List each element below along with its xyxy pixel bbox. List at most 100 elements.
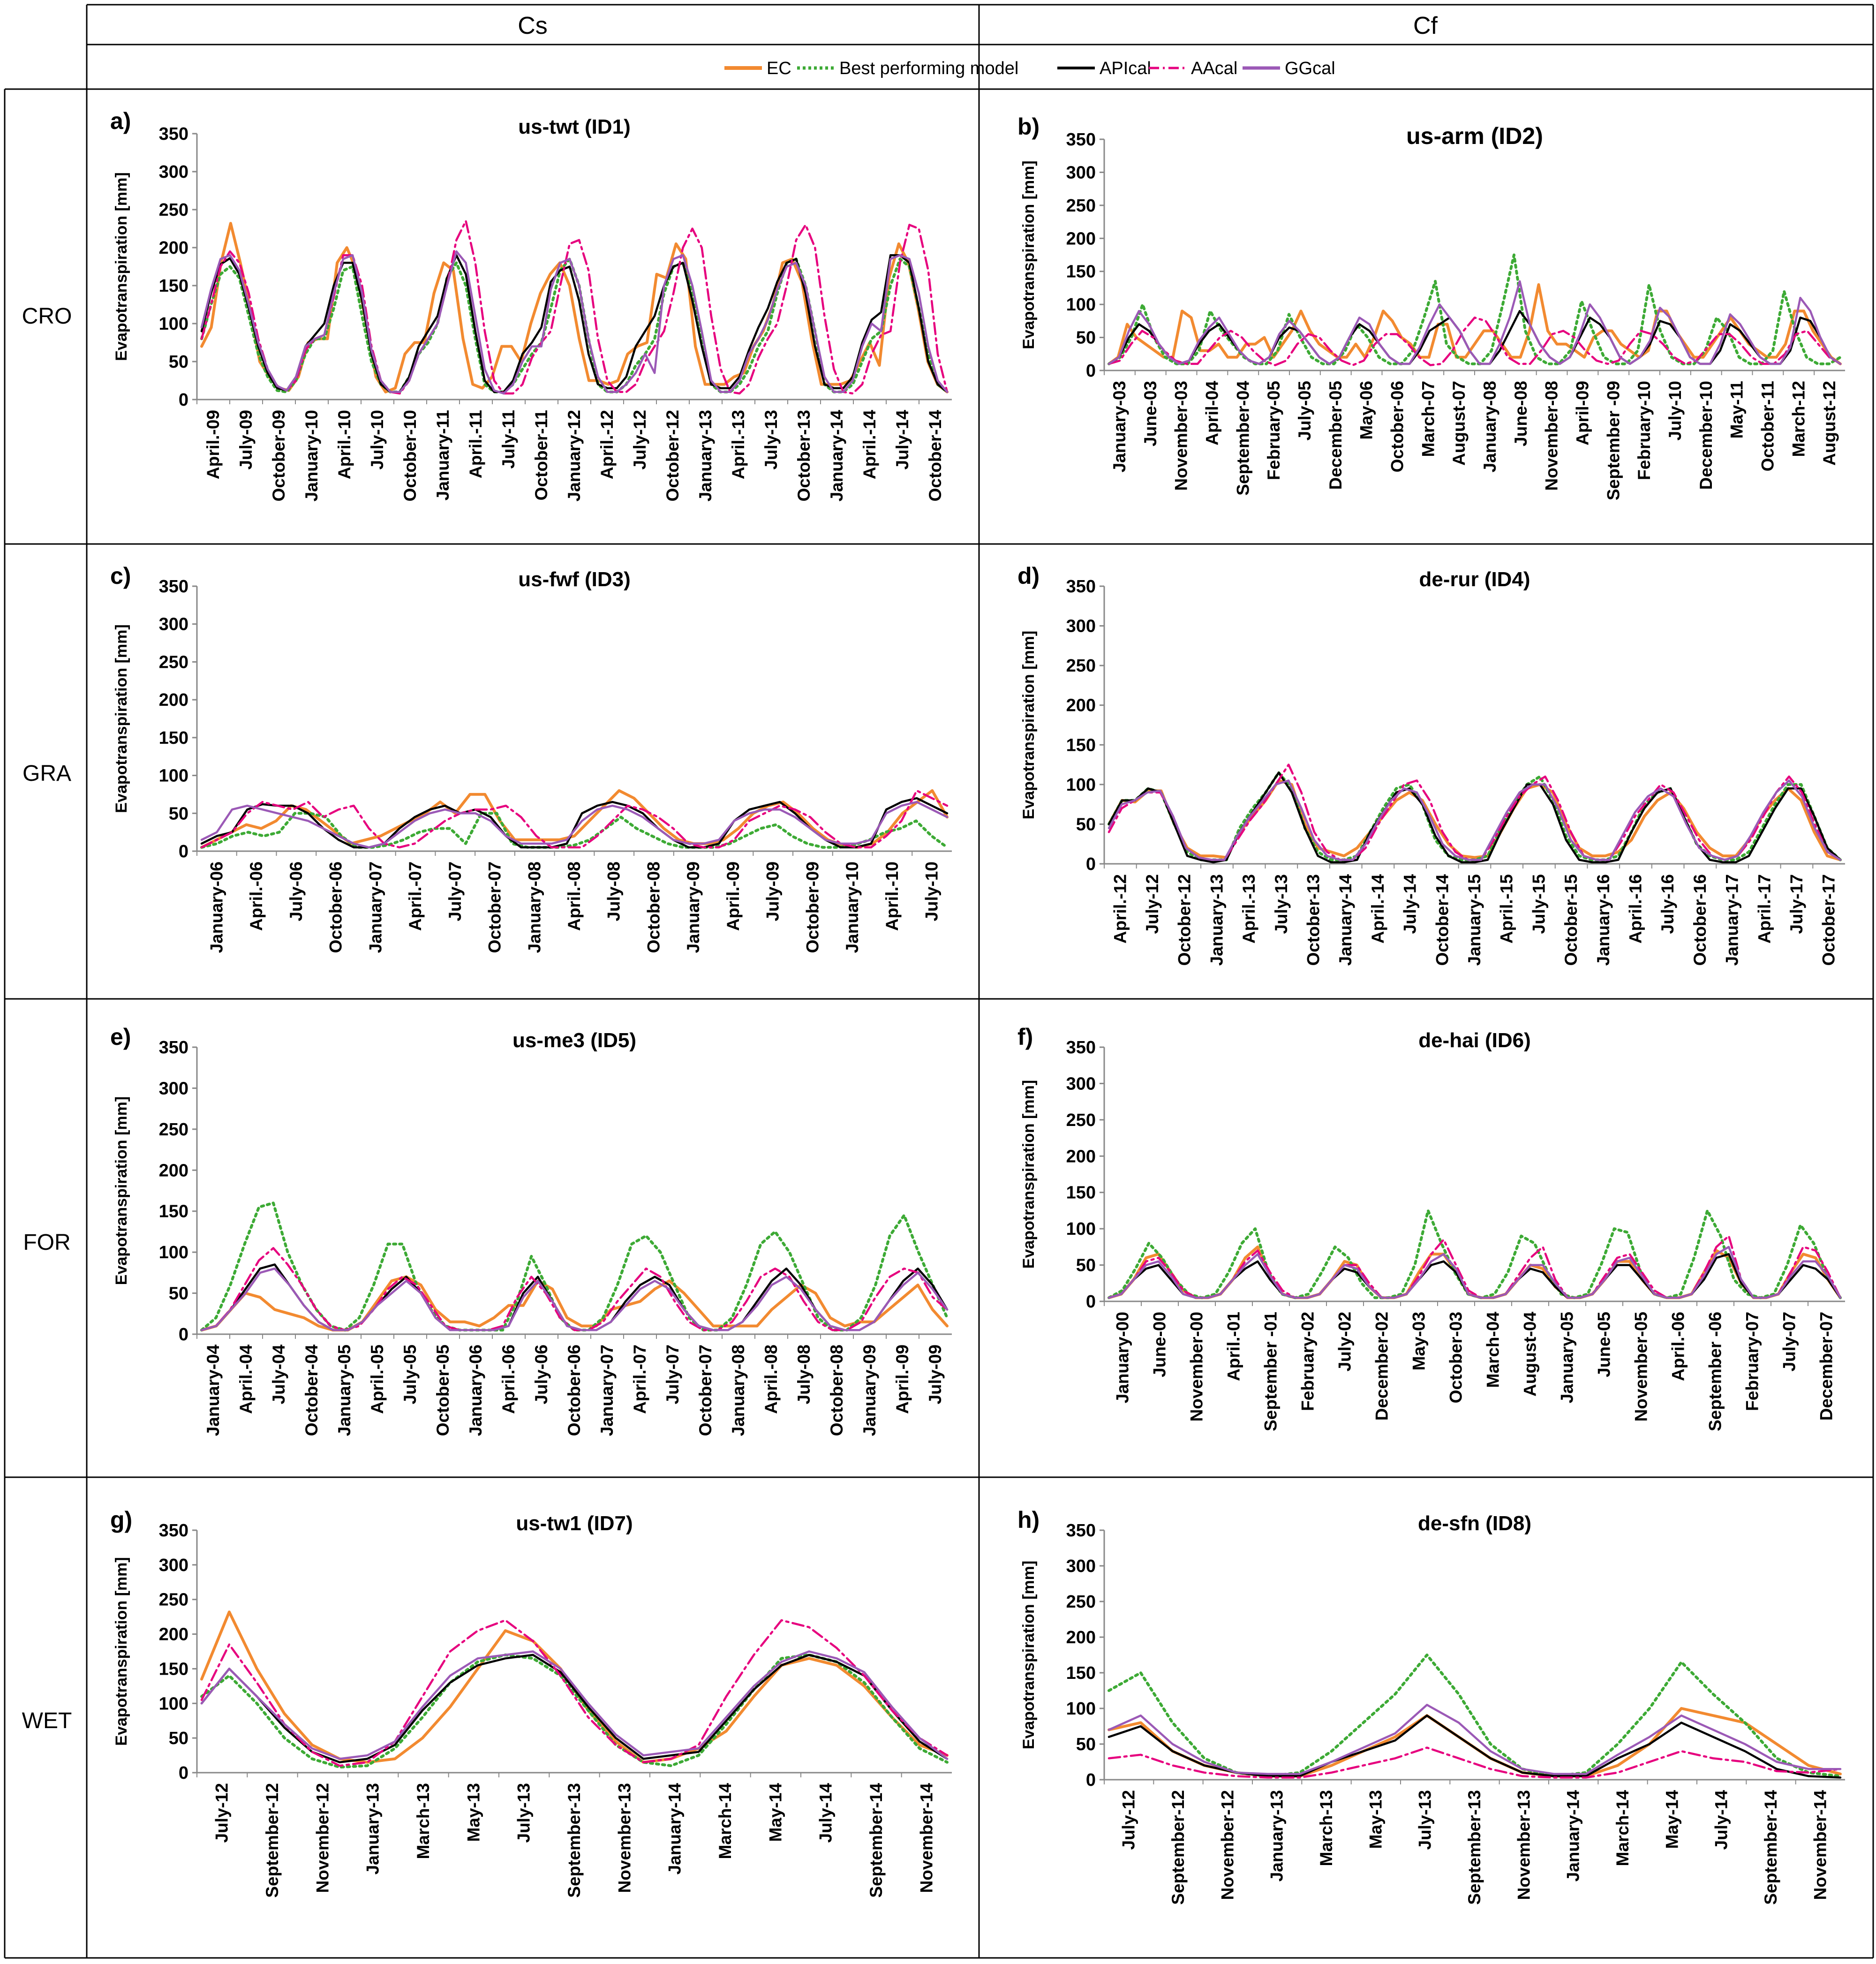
y-tick-label-100: 100 xyxy=(1066,1699,1096,1719)
y-tick-label-50: 50 xyxy=(1076,328,1096,348)
chart-title: de-sfn (ID8) xyxy=(1418,1512,1531,1535)
y-tick-label-100: 100 xyxy=(159,314,188,334)
x-tick-label: June-03 xyxy=(1141,381,1160,446)
x-tick-label: February-10 xyxy=(1635,381,1654,480)
x-tick-label: April.-09 xyxy=(203,410,223,479)
x-tick-label: January-04 xyxy=(203,1345,223,1436)
x-tick-label: July-10 xyxy=(1665,381,1685,441)
y-tick-label-150: 150 xyxy=(159,276,188,296)
x-tick-label: April.-07 xyxy=(630,1345,649,1414)
x-tick-label: January-03 xyxy=(1110,381,1129,472)
x-tick-label: January-11 xyxy=(433,410,452,500)
series-line-aacal xyxy=(200,789,949,849)
y-tick-label-0: 0 xyxy=(1086,854,1096,874)
y-axis-label: Evapotranspiration [mm] xyxy=(113,172,130,361)
x-tick-label: October-17 xyxy=(1819,874,1838,966)
y-tick-label-50: 50 xyxy=(1076,1735,1096,1754)
x-tick-label: January-14 xyxy=(1564,1790,1583,1882)
x-tick-label: March-13 xyxy=(414,1783,433,1859)
y-tick-label-300: 300 xyxy=(159,615,188,635)
x-tick-label: May-14 xyxy=(766,1783,785,1842)
chart-title: us-fwf (ID3) xyxy=(518,568,631,591)
series-line-aacal xyxy=(1108,317,1842,366)
x-tick-label: January-06 xyxy=(207,861,226,953)
x-tick-label: March-04 xyxy=(1484,1312,1503,1388)
x-tick-label: April.-09 xyxy=(723,861,743,931)
y-tick-label-0: 0 xyxy=(1086,361,1096,381)
x-tick-label: October-05 xyxy=(433,1345,452,1436)
x-tick-label: April.-12 xyxy=(1110,874,1130,944)
x-tick-label: July-04 xyxy=(269,1345,288,1405)
series-line-aacal xyxy=(1108,1746,1842,1779)
x-tick-label: July-14 xyxy=(893,410,912,470)
x-tick-label: January-14 xyxy=(665,1783,685,1875)
x-tick-label: July-09 xyxy=(926,1345,945,1405)
y-tick-label-250: 250 xyxy=(159,200,188,220)
x-tick-label: July-10 xyxy=(368,410,387,470)
y-axis-label: Evapotranspiration [mm] xyxy=(1020,160,1038,349)
x-tick-label: March-12 xyxy=(1789,381,1808,457)
y-tick-label-200: 200 xyxy=(1066,229,1096,249)
x-tick-label: January-09 xyxy=(684,861,703,953)
x-tick-label: October-03 xyxy=(1447,1312,1466,1403)
panel-letter: b) xyxy=(1017,113,1040,140)
series-line-apical xyxy=(200,254,949,393)
x-tick-label: July-02 xyxy=(1335,1312,1355,1372)
x-tick-label: July-12 xyxy=(1143,874,1162,934)
y-tick-label-0: 0 xyxy=(179,390,188,410)
y-tick-label-200: 200 xyxy=(1066,696,1096,716)
chart-panel-f-de-hai-id6: f) de-hai (ID6) Evapotranspiration [mm] 0 50… xyxy=(1017,1024,1845,1431)
x-tick-label: July-05 xyxy=(1295,381,1314,441)
x-tick-label: January-13 xyxy=(363,1783,383,1874)
x-tick-label: January-10 xyxy=(302,410,321,501)
chart-panel-a-us-twt-id1: a) us-twt (ID1) Evapotranspiration [mm] 0 50… xyxy=(110,108,952,501)
x-tick-label: October-04 xyxy=(302,1345,321,1436)
x-tick-label: October-10 xyxy=(400,410,420,501)
y-tick-label-100: 100 xyxy=(159,1694,188,1714)
y-tick-label-200: 200 xyxy=(1066,1628,1096,1647)
legend-label-apical: APIcal xyxy=(1100,59,1151,78)
table-grid xyxy=(4,4,1874,1959)
x-tick-label: May-11 xyxy=(1727,381,1747,438)
y-tick-label-250: 250 xyxy=(1066,1592,1096,1612)
legend-label-best: Best performing model xyxy=(839,59,1018,78)
x-tick-label: July-07 xyxy=(445,861,465,922)
chart-title: us-tw1 (ID7) xyxy=(516,1512,633,1535)
x-tick-label: March-13 xyxy=(1317,1790,1336,1866)
x-tick-label: October-11 xyxy=(1758,381,1777,471)
x-tick-label: April.-10 xyxy=(335,410,354,479)
series-line-ggcal xyxy=(200,250,949,395)
x-tick-label: October-09 xyxy=(803,861,822,953)
x-tick-label: May-13 xyxy=(464,1783,483,1842)
y-tick-label-250: 250 xyxy=(1066,1110,1096,1130)
chart-panel-d-de-rur-id4: d) de-rur (ID4) Evapotranspiration [mm] 0 50… xyxy=(1017,563,1845,966)
x-tick-label: July-16 xyxy=(1658,874,1677,934)
x-tick-label: January-16 xyxy=(1594,874,1613,966)
x-tick-label: January-14 xyxy=(827,410,846,502)
x-tick-label: October-06 xyxy=(326,861,346,953)
x-tick-label: April.-14 xyxy=(1368,874,1387,944)
series-line-ggcal xyxy=(1108,1246,1842,1299)
x-tick-label: July-08 xyxy=(794,1345,814,1405)
y-tick-label-300: 300 xyxy=(1066,1074,1096,1094)
x-tick-label: June-00 xyxy=(1150,1312,1169,1377)
x-tick-label: August-04 xyxy=(1521,1312,1540,1397)
x-tick-label: November-14 xyxy=(1810,1790,1830,1900)
y-tick-label-200: 200 xyxy=(1066,1147,1096,1166)
x-tick-label: July-12 xyxy=(1119,1790,1138,1850)
x-tick-label: November-00 xyxy=(1187,1312,1206,1421)
x-tick-label: February-07 xyxy=(1743,1312,1762,1411)
y-tick-label-200: 200 xyxy=(159,1625,188,1645)
series-line-aacal xyxy=(200,1619,949,1767)
series-line-ggcal xyxy=(1108,1704,1842,1775)
x-tick-label: January-10 xyxy=(843,861,862,953)
y-tick-label-150: 150 xyxy=(1066,262,1096,282)
y-tick-label-0: 0 xyxy=(1086,1292,1096,1312)
x-tick-label: October-14 xyxy=(1432,874,1452,966)
y-tick-label-350: 350 xyxy=(1066,577,1096,597)
column-header-cs: Cs xyxy=(518,12,548,39)
x-tick-label: November-05 xyxy=(1632,1312,1651,1421)
y-tick-label-50: 50 xyxy=(169,804,188,823)
legend-label-ggcal: GGcal xyxy=(1285,59,1335,78)
series-line-ec xyxy=(200,789,949,849)
